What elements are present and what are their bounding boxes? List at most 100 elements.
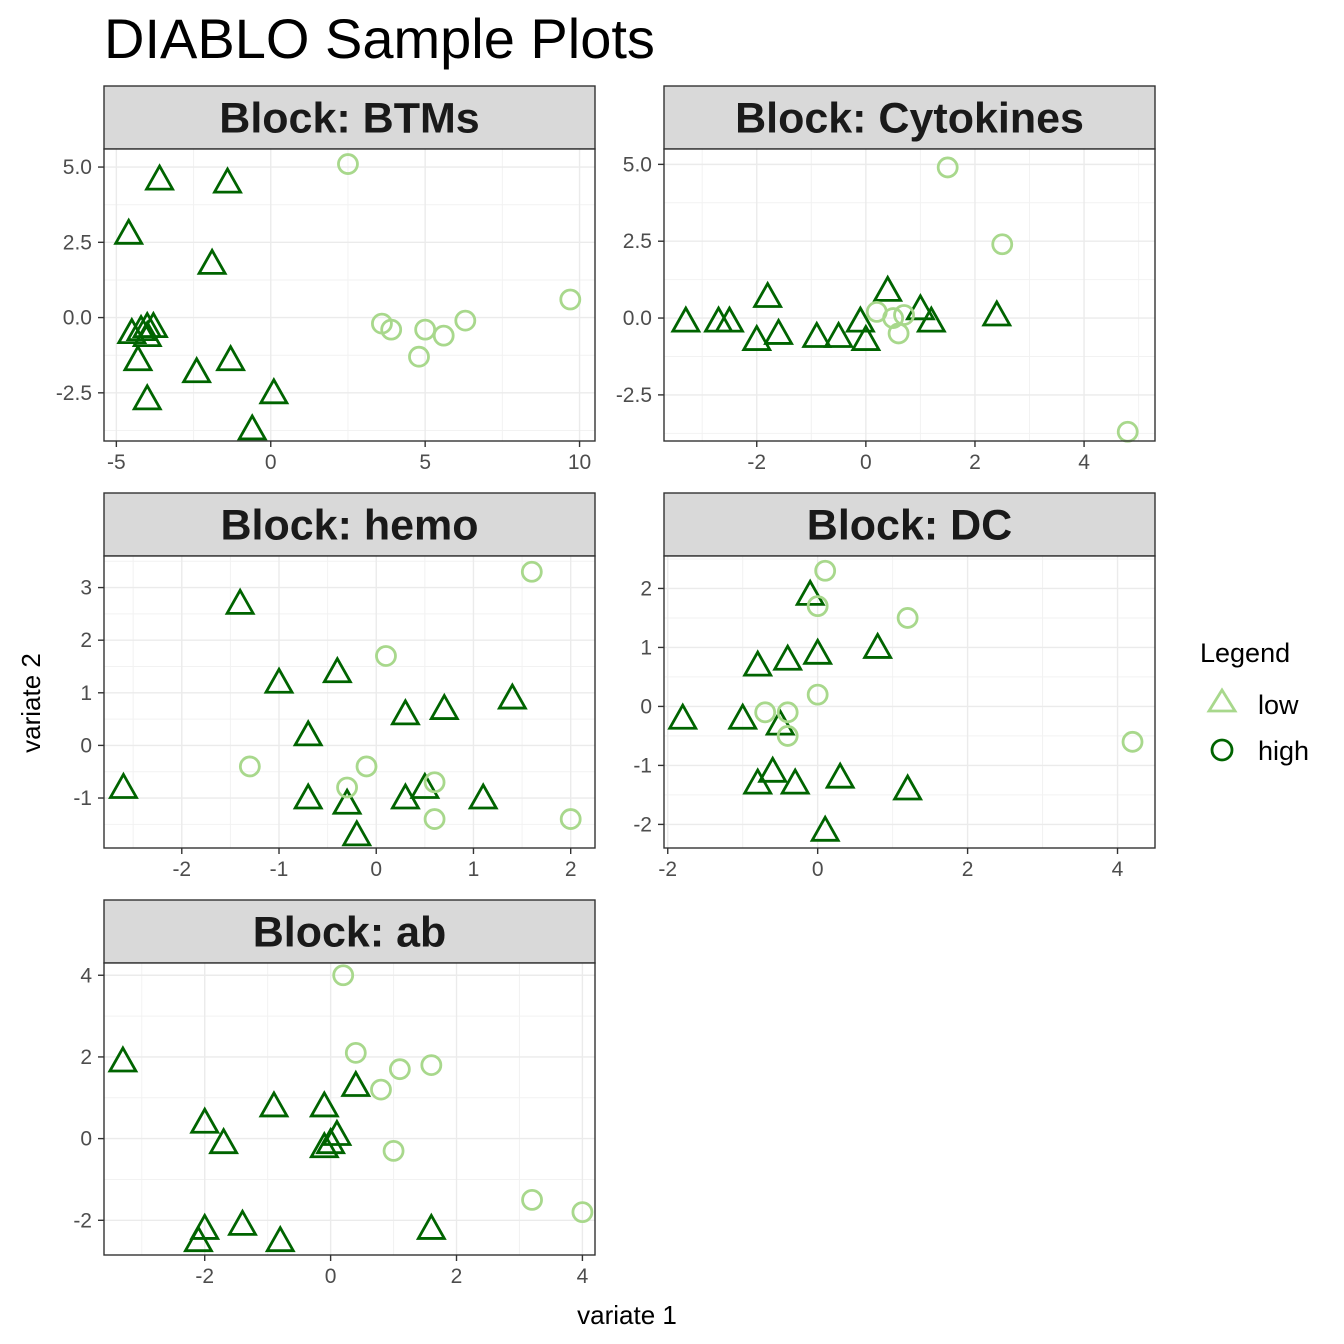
- point-high-triangle: [321, 1118, 353, 1146]
- point-low-circle: [559, 288, 582, 311]
- panel-border: [103, 555, 596, 849]
- point-low-circle: [814, 559, 837, 582]
- plot-background: [664, 149, 1155, 441]
- x-tick-label: 2: [969, 451, 981, 474]
- x-tick-label: -2: [172, 858, 191, 881]
- x-tick-label: 1: [468, 858, 480, 881]
- y-tick-label: 5.0: [623, 153, 652, 176]
- x-tick-label: 0: [325, 1265, 337, 1288]
- figure-title: DIABLO Sample Plots: [104, 7, 655, 70]
- point-high-triangle: [208, 1126, 240, 1155]
- point-high-triangle: [196, 247, 228, 275]
- point-high-triangle: [727, 702, 759, 730]
- point-low-circle: [887, 322, 910, 345]
- axis-ticks: -2 0 2 4 -2.5 0.0 2.5 5.0: [616, 153, 1090, 474]
- plot-background: [104, 556, 595, 848]
- point-high-triangle: [850, 323, 882, 351]
- y-tick-label: 2: [640, 577, 652, 600]
- point-high-triangle: [125, 313, 157, 342]
- legend-item-low: low: [1258, 690, 1299, 720]
- point-high-triangle: [409, 771, 441, 799]
- y-tick-label: 0: [80, 1128, 92, 1151]
- point-high-triangle: [742, 649, 774, 677]
- point-low-circle: [882, 307, 905, 329]
- point-low-circle: [432, 324, 455, 347]
- point-high-triangle: [227, 1208, 258, 1236]
- panel-ab: Block: ab -2 0 2 4 -2 0 2 4: [73, 899, 596, 1288]
- point-high-triangle: [308, 1090, 340, 1118]
- axis-ticks: -2 -1 0 1 2 -1 0 1 2 3: [73, 577, 576, 881]
- point-high-triangle: [341, 819, 373, 847]
- point-low-circle: [420, 1054, 443, 1076]
- point-high-triangle: [915, 305, 947, 333]
- x-tick-label: 0: [370, 858, 382, 881]
- point-low-circle: [559, 808, 582, 830]
- y-tick-label: -2: [73, 1209, 92, 1232]
- point-high-triangle: [144, 163, 175, 191]
- point-high-triangle: [667, 702, 699, 730]
- y-tick-label: 2.5: [623, 230, 652, 253]
- x-tick-label: 2: [565, 858, 577, 881]
- point-low-circle: [344, 1041, 367, 1064]
- point-low-circle: [936, 156, 959, 179]
- y-tick-label: -2: [633, 813, 652, 836]
- point-high-triangle: [757, 755, 789, 783]
- panels: Block: BTMs -5 0 5 10-2.50.02.55.0 Block: Cyt…: [56, 85, 1156, 1288]
- gridlines: [104, 149, 595, 441]
- point-low-circle: [238, 755, 261, 778]
- x-tick-label: 0: [265, 451, 277, 474]
- point-high-triangle: [108, 771, 139, 799]
- point-low-circle: [1121, 730, 1144, 753]
- x-tick-label: -2: [747, 451, 766, 474]
- x-axis-title: variate 1: [577, 1300, 677, 1330]
- panel-title: Block: DC: [807, 502, 1012, 550]
- point-low-circle: [355, 755, 378, 778]
- point-high-triangle: [263, 666, 295, 694]
- legend-low-triangle-icon: [1206, 687, 1238, 713]
- point-high-triangle: [264, 1224, 296, 1253]
- point-high-triangle: [824, 761, 856, 789]
- axis-ticks: -5 0 5 10 -2.5 0.0 2.5 5.0: [56, 156, 591, 474]
- plot-background: [104, 963, 595, 1255]
- x-tick-label: 0: [860, 451, 872, 474]
- x-tick-label: 4: [1078, 451, 1090, 474]
- panel-border: [103, 148, 596, 442]
- y-tick-label: 0.0: [63, 307, 92, 330]
- panel-title: Block: Cytokines: [735, 95, 1084, 143]
- point-high-triangle: [892, 773, 924, 801]
- point-low-circle: [423, 771, 446, 794]
- point-high-triangle: [258, 376, 290, 405]
- point-high-triangle: [340, 1069, 372, 1097]
- point-high-triangle: [742, 767, 774, 795]
- point-high-triangle: [779, 767, 811, 795]
- point-high-triangle: [823, 320, 854, 348]
- gridlines: [104, 556, 595, 848]
- point-low-circle: [806, 595, 829, 618]
- point-high-triangle: [258, 1090, 290, 1118]
- point-high-triangle: [714, 305, 745, 333]
- point-high-triangle: [752, 280, 784, 308]
- point-low-circle: [454, 309, 477, 332]
- point-high-triangle: [428, 692, 460, 720]
- y-tick-label: 0: [640, 695, 652, 718]
- point-high-triangle: [872, 274, 904, 302]
- point-low-circle: [776, 701, 799, 724]
- point-high-triangle: [131, 383, 163, 411]
- data-points: [107, 964, 594, 1253]
- point-high-triangle: [794, 578, 826, 606]
- panel-title: Block: BTMs: [219, 95, 479, 143]
- y-tick-label: 2: [80, 1046, 92, 1069]
- point-high-triangle: [113, 217, 145, 245]
- point-high-triangle: [122, 343, 154, 372]
- point-low-circle: [388, 1058, 411, 1081]
- x-tick-label: 2: [962, 858, 974, 881]
- y-tick-label: -1: [633, 754, 652, 777]
- plot-background: [104, 149, 595, 441]
- point-high-triangle: [107, 1045, 139, 1073]
- point-low-circle: [520, 560, 543, 583]
- x-tick-label: -2: [195, 1265, 214, 1288]
- x-tick-label: -1: [270, 858, 289, 881]
- point-low-circle: [370, 1078, 392, 1101]
- x-tick-label: 4: [1112, 858, 1124, 881]
- point-high-triangle: [845, 305, 876, 333]
